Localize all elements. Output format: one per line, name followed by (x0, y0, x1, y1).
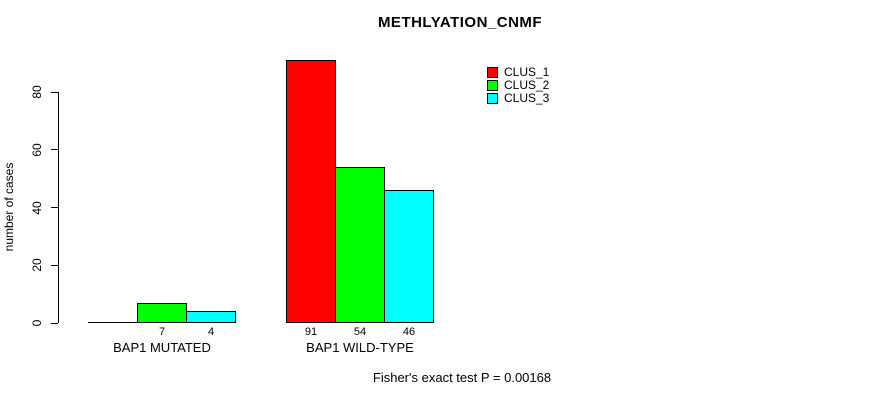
bar-CLUS_2 (137, 303, 187, 323)
y-tick-mark (51, 322, 58, 324)
y-tick-label: 80 (30, 85, 44, 99)
bar-CLUS_1 (286, 60, 336, 323)
bar-value-label: 4 (207, 326, 215, 338)
y-tick-mark (51, 264, 58, 266)
category-label: BAP1 WILD-TYPE (306, 340, 414, 355)
legend-item-CLUS_2: CLUS_2 (487, 79, 549, 91)
chart-title: METHLYATION_CNMF (377, 14, 543, 31)
legend: CLUS_1 CLUS_2 CLUS_3 (487, 66, 549, 105)
bar-value-label: 91 (304, 326, 318, 338)
caption-fisher-test: Fisher's exact test P = 0.00168 (372, 370, 552, 385)
bar-CLUS_3 (186, 311, 236, 323)
y-tick-label: 40 (30, 200, 44, 215)
bar-value-label: 46 (402, 326, 416, 338)
bar-value-label: 54 (353, 326, 367, 338)
bar-CLUS_1 (88, 322, 138, 323)
y-tick-mark (51, 91, 58, 93)
y-axis-line (58, 92, 59, 323)
y-tick-label: 60 (30, 143, 44, 157)
y-tick-mark (51, 149, 58, 151)
y-tick-mark (51, 207, 58, 208)
legend-item-CLUS_1: CLUS_1 (487, 66, 549, 78)
bar-CLUS_3 (384, 190, 434, 323)
y-tick-label: 0 (30, 319, 44, 327)
bar-value-label: 7 (158, 326, 166, 338)
legend-swatch (487, 66, 498, 78)
legend-label: CLUS_1 (504, 65, 550, 79)
legend-item-CLUS_3: CLUS_3 (487, 92, 549, 104)
bar-CLUS_2 (335, 167, 385, 323)
legend-swatch (487, 92, 498, 104)
legend-label: CLUS_3 (504, 91, 550, 105)
category-label: BAP1 MUTATED (113, 340, 211, 355)
legend-swatch (487, 79, 498, 91)
legend-label: CLUS_2 (504, 78, 550, 92)
y-tick-label: 20 (30, 258, 44, 272)
